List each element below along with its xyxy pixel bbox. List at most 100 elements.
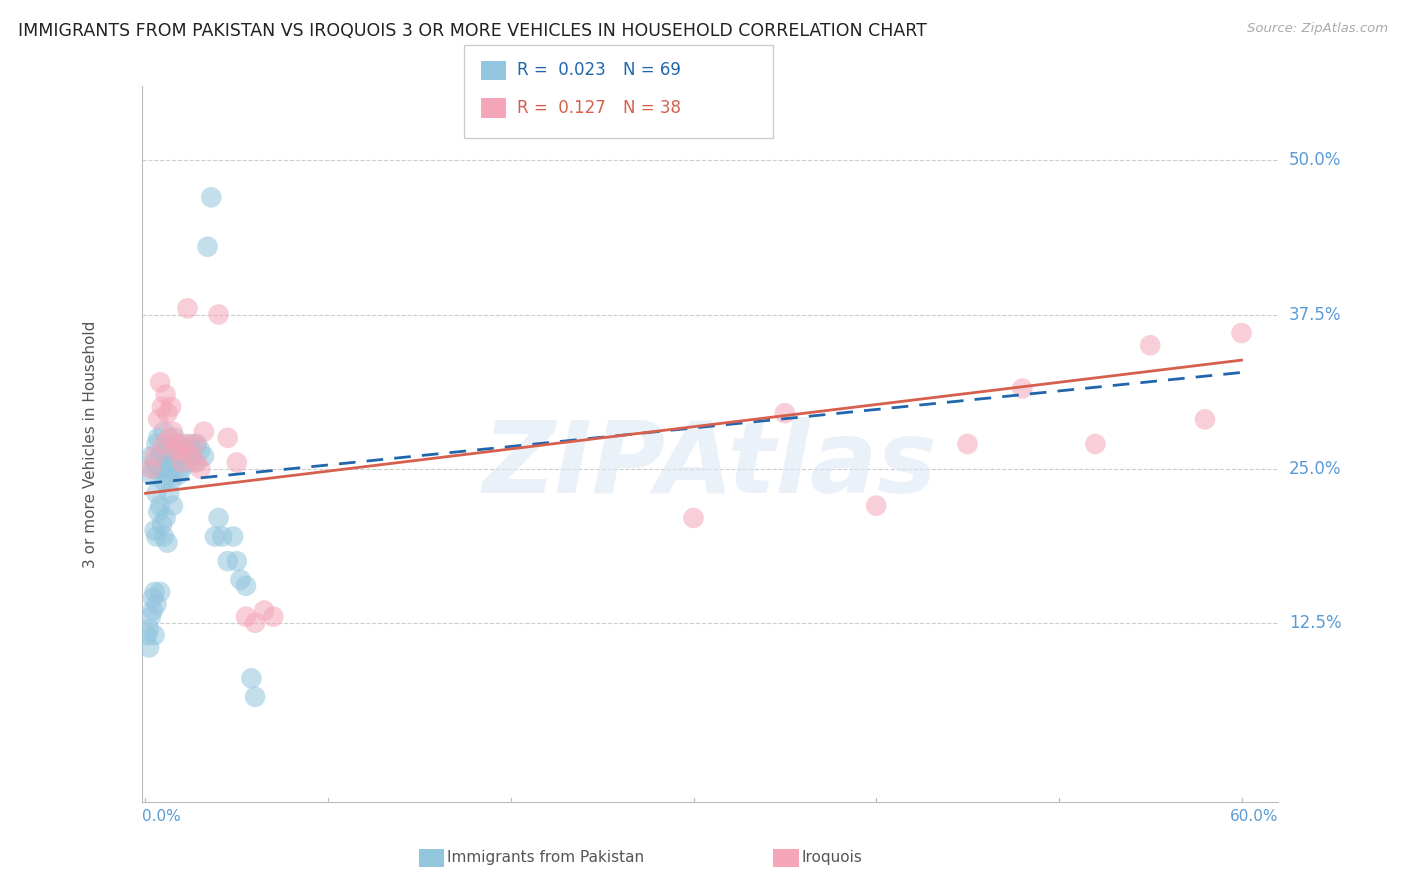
Text: N = 38: N = 38 [623,99,681,117]
Point [240,671,263,685]
Text: 60.0%: 60.0% [1230,809,1278,824]
Point [138,622,160,636]
Point [180,443,202,458]
Text: 37.5%: 37.5% [1289,305,1341,324]
Point [156,437,179,451]
Point [139,467,162,482]
Point [163,431,186,445]
Point [139,450,162,464]
Point [179,437,201,451]
Point [148,505,170,519]
Point [180,450,202,464]
Point [262,609,284,624]
Text: R =  0.023: R = 0.023 [517,62,606,79]
Point [155,387,177,401]
Point [207,308,229,322]
Point [139,461,162,475]
Point [143,455,166,469]
Point [188,443,211,458]
Point [163,461,186,475]
Point [186,437,208,451]
Point [1194,412,1216,426]
Text: R =  0.127: R = 0.127 [517,99,606,117]
Point [167,437,190,451]
Point [160,474,183,488]
Point [243,690,266,704]
Point [1011,382,1033,396]
Point [200,190,222,204]
Point [142,591,165,606]
Point [217,431,239,445]
Point [253,603,276,617]
Text: 12.5%: 12.5% [1289,614,1341,632]
Point [155,511,177,525]
Point [143,585,166,599]
Point [136,628,159,642]
Point [145,437,167,451]
Point [142,461,165,475]
Point [222,529,245,543]
Point [149,499,172,513]
Point [865,499,887,513]
Point [148,412,170,426]
Point [167,467,190,482]
Point [243,615,266,630]
Point [156,535,179,549]
Point [193,425,215,439]
Point [197,240,219,254]
Point [1139,338,1161,352]
Point [149,585,172,599]
Point [145,486,167,500]
Point [162,450,184,464]
Point [157,486,180,500]
Point [143,524,166,538]
Point [152,437,174,451]
Point [235,609,257,624]
Point [225,554,247,568]
Text: ZIPAtlas: ZIPAtlas [482,417,938,514]
Point [152,443,174,458]
Point [174,443,197,458]
Point [143,450,166,464]
Point [149,450,172,464]
Text: 3 or more Vehicles in Household: 3 or more Vehicles in Household [83,320,98,567]
Point [174,437,197,451]
Point [181,450,204,464]
Point [142,603,165,617]
Point [148,431,170,445]
Point [160,437,183,451]
Point [156,467,179,482]
Point [150,517,173,532]
Text: 0.0%: 0.0% [142,809,180,824]
Point [167,437,190,451]
Text: Iroquois: Iroquois [801,850,862,864]
Point [682,511,704,525]
Point [176,455,198,469]
Point [166,443,188,458]
Point [170,461,193,475]
Point [160,400,183,414]
Point [162,425,184,439]
Point [1230,326,1253,340]
Point [150,400,173,414]
Point [145,529,167,543]
Point [139,609,162,624]
Point [229,573,252,587]
Point [204,529,226,543]
Text: Immigrants from Pakistan: Immigrants from Pakistan [447,850,644,864]
Point [173,450,195,464]
Point [169,450,191,464]
Point [149,376,172,390]
Point [235,579,257,593]
Point [956,437,979,451]
Point [169,443,191,458]
Point [211,529,233,543]
Point [138,640,160,655]
Point [162,499,184,513]
Point [152,474,174,488]
Point [193,450,215,464]
Point [157,431,180,445]
Point [186,455,208,469]
Point [225,455,247,469]
Point [773,406,796,420]
